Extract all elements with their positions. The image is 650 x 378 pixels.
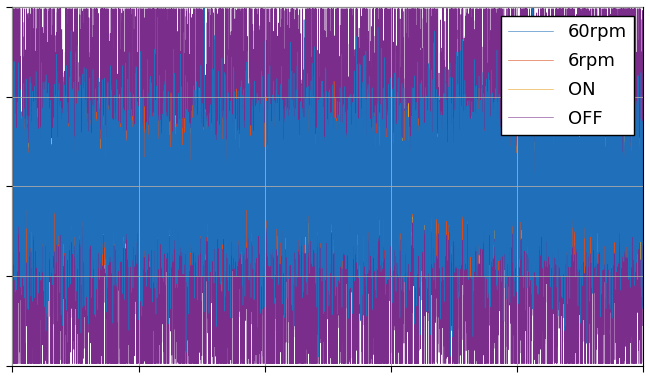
ON bbox=[639, 191, 647, 196]
ON bbox=[606, 161, 614, 165]
6rpm bbox=[639, 177, 647, 182]
6rpm bbox=[559, 77, 567, 82]
OFF bbox=[9, 361, 17, 366]
ON bbox=[12, 184, 20, 188]
ON bbox=[31, 263, 38, 268]
OFF bbox=[639, 360, 647, 365]
60rpm bbox=[12, 231, 20, 236]
60rpm bbox=[639, 239, 647, 243]
ON bbox=[317, 146, 325, 150]
60rpm bbox=[315, 355, 322, 359]
6rpm bbox=[46, 212, 54, 217]
OFF bbox=[34, 70, 42, 74]
60rpm bbox=[528, 0, 536, 2]
OFF bbox=[46, 222, 54, 226]
6rpm bbox=[606, 200, 614, 204]
ON bbox=[132, 160, 140, 164]
Line: OFF: OFF bbox=[12, 9, 643, 364]
OFF bbox=[317, 61, 325, 65]
Line: ON: ON bbox=[12, 103, 643, 265]
6rpm bbox=[132, 181, 140, 186]
60rpm bbox=[46, 98, 54, 102]
OFF bbox=[12, 132, 20, 137]
60rpm bbox=[8, 236, 16, 240]
ON bbox=[34, 213, 42, 217]
ON bbox=[8, 187, 16, 192]
60rpm bbox=[132, 169, 140, 174]
60rpm bbox=[317, 191, 325, 196]
Line: 6rpm: 6rpm bbox=[12, 80, 643, 304]
Legend: 60rpm, 6rpm, ON, OFF: 60rpm, 6rpm, ON, OFF bbox=[501, 16, 634, 135]
OFF bbox=[8, 6, 16, 11]
ON bbox=[46, 228, 54, 232]
6rpm bbox=[34, 193, 42, 197]
Line: 60rpm: 60rpm bbox=[12, 0, 643, 357]
ON bbox=[404, 101, 412, 105]
6rpm bbox=[12, 208, 20, 212]
60rpm bbox=[34, 234, 42, 239]
6rpm bbox=[317, 193, 324, 198]
6rpm bbox=[356, 302, 363, 307]
OFF bbox=[606, 163, 614, 167]
OFF bbox=[132, 58, 140, 62]
60rpm bbox=[606, 99, 614, 104]
6rpm bbox=[8, 208, 16, 213]
